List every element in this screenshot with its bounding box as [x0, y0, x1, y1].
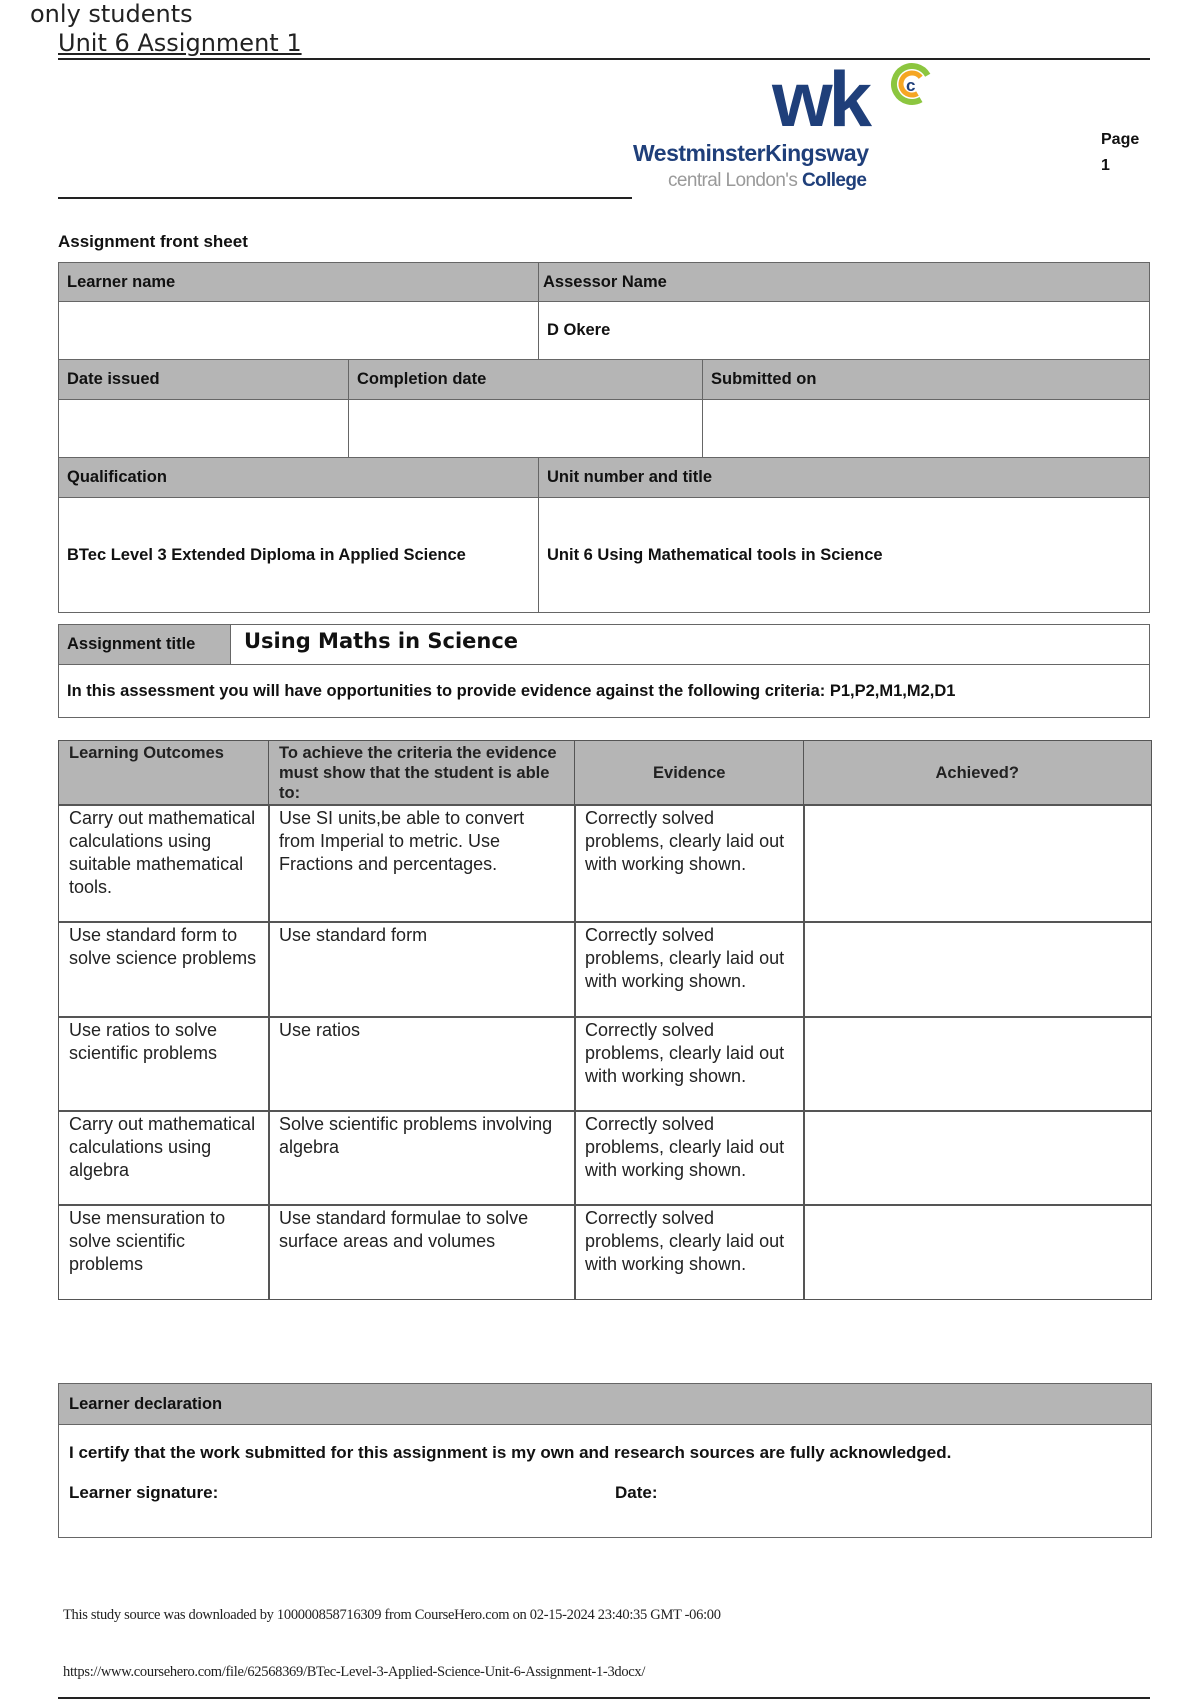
- qualification-label: Qualification: [58, 457, 539, 498]
- submitted-on-label: Submitted on: [702, 359, 1150, 400]
- document-title: Unit 6 Assignment 1: [58, 29, 302, 57]
- page-number: 1: [1101, 157, 1110, 174]
- unit-label: Unit number and title: [538, 457, 1150, 498]
- cell-evidence: Correctly solved problems, clearly laid …: [574, 1110, 805, 1206]
- college-tagline: central London's College: [668, 170, 867, 192]
- submitted-on-field[interactable]: [702, 399, 1150, 458]
- cell-achieved[interactable]: [803, 921, 1152, 1018]
- header-achieved: Achieved?: [803, 740, 1152, 806]
- svg-text:c: c: [906, 76, 915, 95]
- college-logo: wk c: [770, 55, 940, 143]
- assessor-name-value: D Okere: [538, 301, 1150, 360]
- signature-label: Learner signature:: [69, 1483, 219, 1502]
- date-issued-label: Date issued: [58, 359, 349, 400]
- cell-achieved[interactable]: [803, 1110, 1152, 1206]
- cell-evidence: Correctly solved problems, clearly laid …: [574, 921, 805, 1018]
- cell-criteria: Use standard form: [268, 921, 576, 1018]
- declaration-heading: Learner declaration: [58, 1383, 1152, 1425]
- divider: [58, 197, 632, 199]
- header-learning-outcome: Learning Outcomes: [58, 740, 270, 806]
- header-evidence: Evidence: [574, 740, 805, 806]
- tagline-light: central London's: [668, 170, 798, 191]
- date-issued-field[interactable]: [58, 399, 349, 458]
- svg-text:wk: wk: [771, 62, 873, 132]
- completion-date-label: Completion date: [348, 359, 703, 400]
- declaration-statement: I certify that the work submitted for th…: [69, 1443, 952, 1462]
- assessor-name-label: Assessor Name: [538, 262, 1150, 302]
- learner-name-label: Learner name: [58, 262, 539, 302]
- cell-learning-outcome: Use mensuration to solve scientific prob…: [58, 1204, 270, 1300]
- cell-learning-outcome: Carry out mathematical calculations usin…: [58, 1110, 270, 1206]
- date-label: Date:: [615, 1483, 658, 1502]
- assignment-title-value: Using Maths in Science: [230, 624, 1150, 665]
- cell-achieved[interactable]: [803, 1016, 1152, 1112]
- cell-evidence: Correctly solved problems, clearly laid …: [574, 1204, 805, 1300]
- completion-date-field[interactable]: [348, 399, 703, 458]
- cell-criteria: Use standard formulae to solve surface a…: [268, 1204, 576, 1300]
- qualification-value: BTec Level 3 Extended Diploma in Applied…: [58, 497, 539, 613]
- cell-criteria: Solve scientific problems involving alge…: [268, 1110, 576, 1206]
- cell-criteria: Use ratios: [268, 1016, 576, 1112]
- tagline-bold: College: [801, 170, 867, 191]
- cell-criteria: Use SI units,be able to convert from Imp…: [268, 804, 576, 923]
- cell-achieved[interactable]: [803, 1204, 1152, 1300]
- overlay-text: only students: [30, 0, 193, 28]
- college-name: WestminsterKingsway: [633, 140, 869, 166]
- cell-learning-outcome: Use ratios to solve scientific problems: [58, 1016, 270, 1112]
- divider: [58, 1697, 1150, 1699]
- front-sheet-heading: Assignment front sheet: [58, 232, 248, 251]
- download-note: This study source was downloaded by 1000…: [63, 1607, 721, 1623]
- cell-learning-outcome: Carry out mathematical calculations usin…: [58, 804, 270, 923]
- divider: [58, 58, 1150, 60]
- criteria-text: In this assessment you will have opportu…: [58, 664, 1150, 718]
- cell-learning-outcome: Use standard form to solve science probl…: [58, 921, 270, 1018]
- page-label: Page: [1101, 131, 1140, 148]
- header-criteria: To achieve the criteria the evidence mus…: [268, 740, 576, 806]
- cell-evidence: Correctly solved problems, clearly laid …: [574, 804, 805, 923]
- learner-name-field[interactable]: [58, 301, 539, 360]
- unit-value: Unit 6 Using Mathematical tools in Scien…: [538, 497, 1150, 613]
- cell-achieved[interactable]: [803, 804, 1152, 923]
- cell-evidence: Correctly solved problems, clearly laid …: [574, 1016, 805, 1112]
- source-url[interactable]: https://www.coursehero.com/file/62568369…: [63, 1664, 646, 1680]
- assignment-title-label: Assignment title: [58, 624, 231, 665]
- declaration-box: I certify that the work submitted for th…: [58, 1424, 1152, 1538]
